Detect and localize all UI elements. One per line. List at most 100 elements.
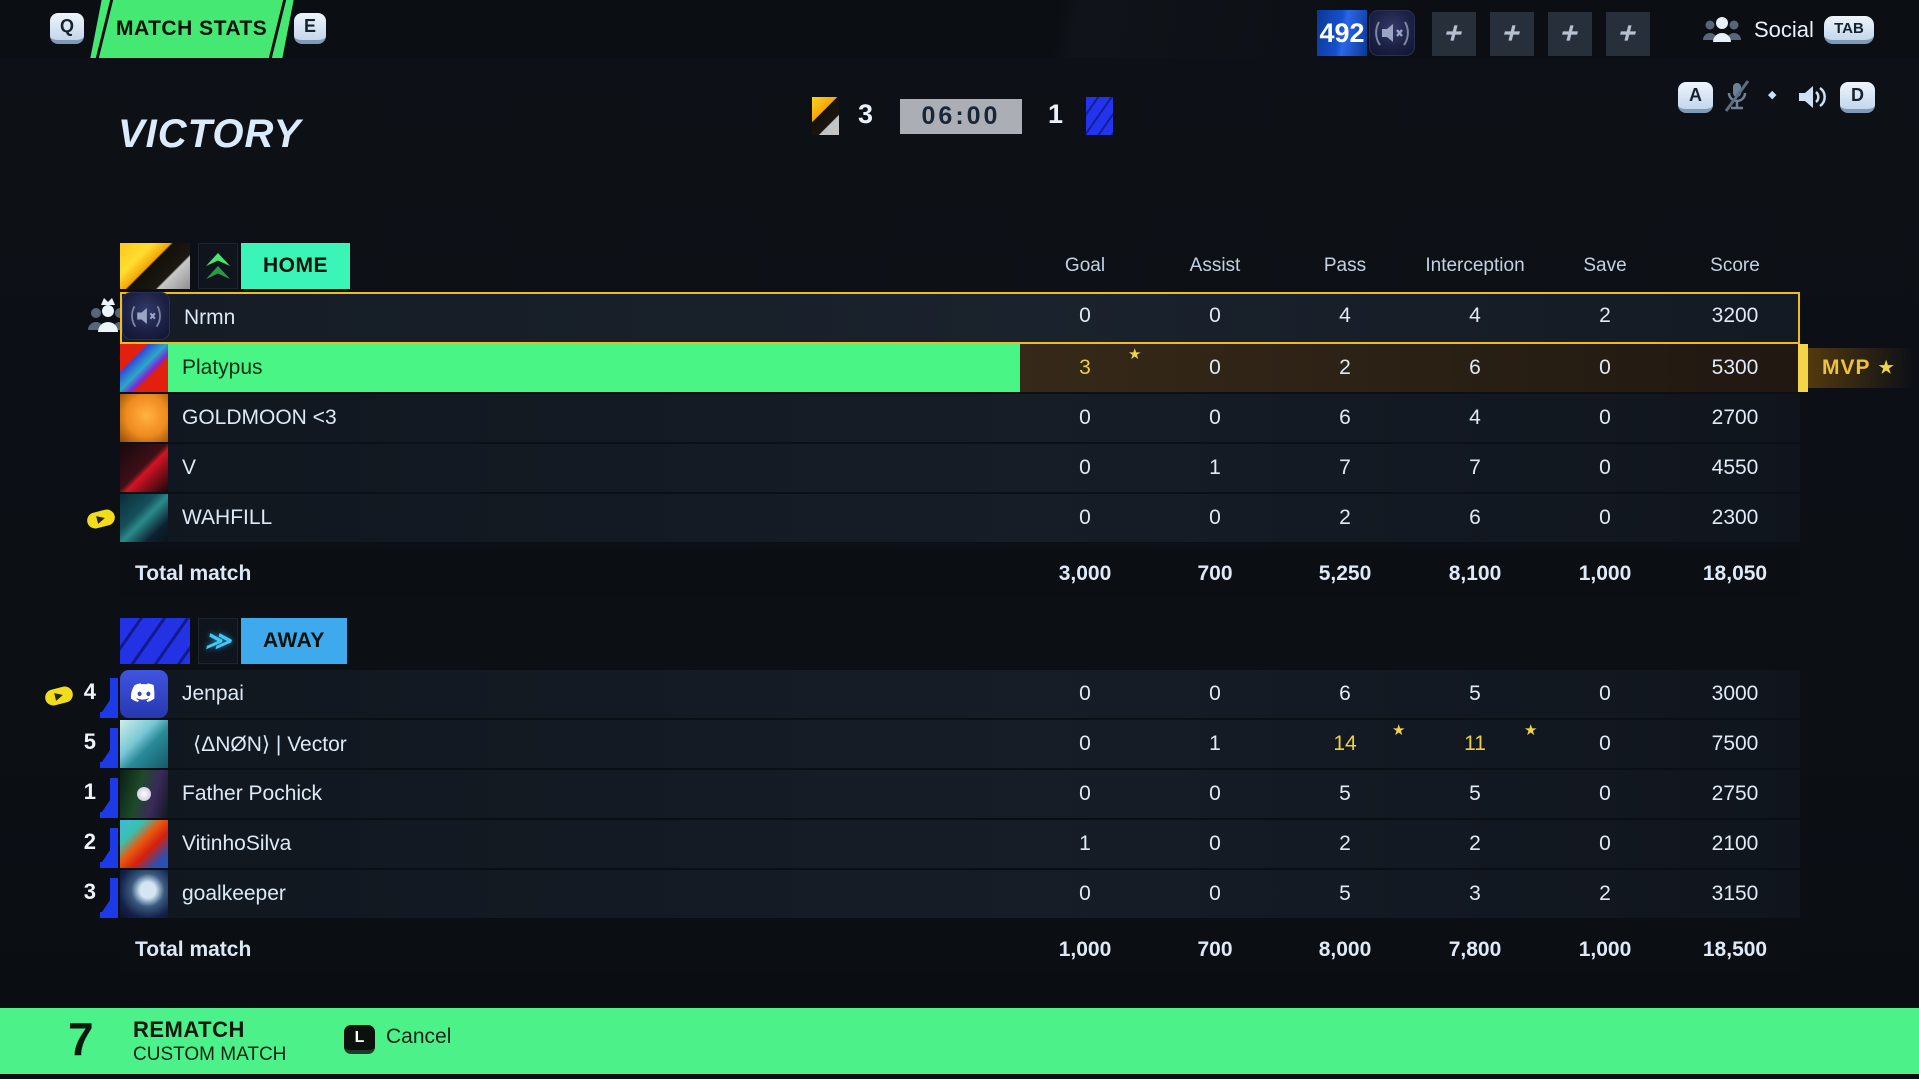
avatar-goal-net-icon — [120, 770, 168, 818]
tab-match-stats-label: MATCH STATS — [116, 17, 268, 40]
stat-save: 0 — [1599, 356, 1611, 379]
stat-score: 3000 — [1711, 682, 1759, 705]
player-name: Father Pochick — [182, 782, 323, 805]
rematch-key[interactable]: 7 — [68, 1013, 94, 1065]
away-team-badge — [120, 618, 190, 664]
voice-key-d[interactable]: D — [1840, 82, 1875, 113]
stat-interception: 5 — [1469, 682, 1481, 705]
home-score: 3 — [858, 99, 874, 129]
total-save: 1,000 — [1578, 562, 1632, 585]
stat-pass: 4 — [1339, 304, 1351, 327]
player-name: ⟨ΔNØN⟩ | Vector — [193, 732, 347, 756]
cancel-button[interactable]: Cancel — [386, 1025, 452, 1048]
stat-save: 0 — [1599, 732, 1611, 755]
player-row[interactable]: goalkeeper 0 0 5 3 2 3150 — [120, 870, 1800, 918]
stat-pass: 2 — [1339, 832, 1351, 855]
top-bar: Q MATCH STATS E 492 + + + + Social — [0, 0, 1919, 58]
col-interception: Interception — [1425, 255, 1525, 276]
stat-pass: 5 — [1339, 882, 1351, 905]
player-row[interactable]: V 0 1 7 7 0 4550 — [120, 444, 1800, 492]
avatar-cleat-icon — [120, 444, 168, 492]
microphone-muted-icon[interactable] — [1722, 79, 1752, 115]
player-name: V — [182, 456, 197, 479]
voice-key-a[interactable]: A — [1678, 82, 1713, 113]
total-goal: 1,000 — [1058, 938, 1112, 961]
rematch-button[interactable]: REMATCH — [133, 1017, 245, 1042]
add-slot-button[interactable]: + — [1606, 12, 1650, 56]
number-bracket-icon — [100, 828, 118, 868]
col-score: Score — [1710, 255, 1760, 276]
stat-score: 3200 — [1711, 304, 1759, 327]
prev-tab-key[interactable]: Q — [50, 13, 84, 44]
social-people-icon — [1703, 17, 1741, 42]
mvp-star-icon: ★ — [1878, 358, 1895, 377]
stat-assist: 0 — [1209, 304, 1221, 327]
next-tab-key[interactable]: E — [294, 13, 326, 44]
stat-pass: 7 — [1339, 456, 1351, 479]
stat-pass: 14 — [1333, 732, 1357, 755]
away-total-row: Total match 1,000 700 8,000 7,800 1,000 … — [120, 926, 1800, 974]
add-slot-button[interactable]: + — [1548, 12, 1592, 56]
separator-diamond-icon: ◆ — [1768, 89, 1777, 101]
col-assist: Assist — [1189, 255, 1241, 276]
total-assist: 700 — [1197, 562, 1233, 585]
stat-goal: 0 — [1079, 506, 1091, 529]
total-assist: 700 — [1197, 938, 1233, 961]
player-row[interactable]: Father Pochick 0 0 5 5 0 2750 — [120, 770, 1800, 818]
match-timer: 06:00 — [900, 99, 1022, 134]
player-row-self[interactable]: Platypus 3 0 2 6 0 5300 ★ — [120, 344, 1800, 392]
player-row[interactable]: GOLDMOON <3 0 0 6 4 0 2700 — [120, 394, 1800, 442]
total-goal: 3,000 — [1058, 562, 1112, 585]
add-slot-button[interactable]: + — [1432, 12, 1476, 56]
speaker-icon[interactable] — [1796, 82, 1828, 112]
level-badge: 492 — [1317, 10, 1367, 56]
player-emblem-muted-speaker-icon — [1369, 10, 1415, 56]
avatar-muted-speaker-icon — [122, 292, 170, 340]
captain-armband-icon — [42, 682, 76, 715]
best-stat-star-icon: ★ — [1524, 722, 1538, 739]
add-slot-button[interactable]: + — [1490, 12, 1534, 56]
tab-match-stats[interactable]: MATCH STATS — [90, 0, 294, 58]
stat-assist: 1 — [1209, 456, 1221, 479]
number-bracket-icon — [100, 878, 118, 918]
home-team-badge — [120, 243, 190, 289]
plus-icon: + — [1557, 17, 1584, 50]
player-row[interactable]: ⟨ΔNØN⟩ | Vector 0 1 14 11 0 7500 ★ ★ — [120, 720, 1800, 768]
stat-interception: 4 — [1469, 304, 1481, 327]
stat-assist: 1 — [1209, 732, 1221, 755]
stat-goal: 0 — [1079, 682, 1091, 705]
stat-pass: 2 — [1339, 506, 1351, 529]
player-name: Nrmn — [184, 306, 236, 329]
number-bracket-icon — [100, 728, 118, 768]
mvp-badge: MVP ★ — [1808, 348, 1918, 388]
mvp-row-marker — [1798, 344, 1808, 392]
stats-column-headers: Goal Assist Pass Interception Save Score — [1020, 243, 1800, 289]
away-rank-icon: ≫ — [198, 618, 238, 664]
avatar-peacock-icon — [120, 494, 168, 542]
stat-interception: 7 — [1469, 456, 1481, 479]
stat-pass: 2 — [1339, 356, 1351, 379]
cancel-key[interactable]: L — [344, 1025, 375, 1054]
plus-icon: + — [1615, 17, 1642, 50]
player-name: Platypus — [182, 356, 263, 379]
stat-interception: 3 — [1469, 882, 1481, 905]
player-name: WAHFILL — [182, 506, 273, 529]
stat-assist: 0 — [1209, 682, 1221, 705]
col-save: Save — [1583, 255, 1627, 276]
player-row[interactable]: Nrmn 0 0 4 4 2 3200 — [120, 292, 1800, 344]
stat-score: 2300 — [1711, 506, 1759, 529]
social-tab-key[interactable]: TAB — [1823, 16, 1874, 44]
away-player-number: 3 — [83, 879, 96, 904]
total-pass: 5,250 — [1318, 562, 1372, 585]
player-row[interactable]: WAHFILL 0 0 2 6 0 2300 — [120, 494, 1800, 542]
total-interception: 8,100 — [1448, 562, 1502, 585]
stat-goal: 3 — [1079, 356, 1091, 379]
player-row[interactable]: Jenpai 0 0 6 5 0 3000 — [120, 670, 1800, 718]
custom-match-label: CUSTOM MATCH — [133, 1044, 287, 1065]
social-button[interactable]: Social TAB — [1700, 11, 1874, 49]
number-bracket-icon — [100, 678, 118, 718]
stat-interception: 4 — [1469, 406, 1481, 429]
best-stat-star-icon: ★ — [1392, 722, 1406, 739]
player-row[interactable]: VitinhoSilva 1 0 2 2 0 2100 — [120, 820, 1800, 868]
